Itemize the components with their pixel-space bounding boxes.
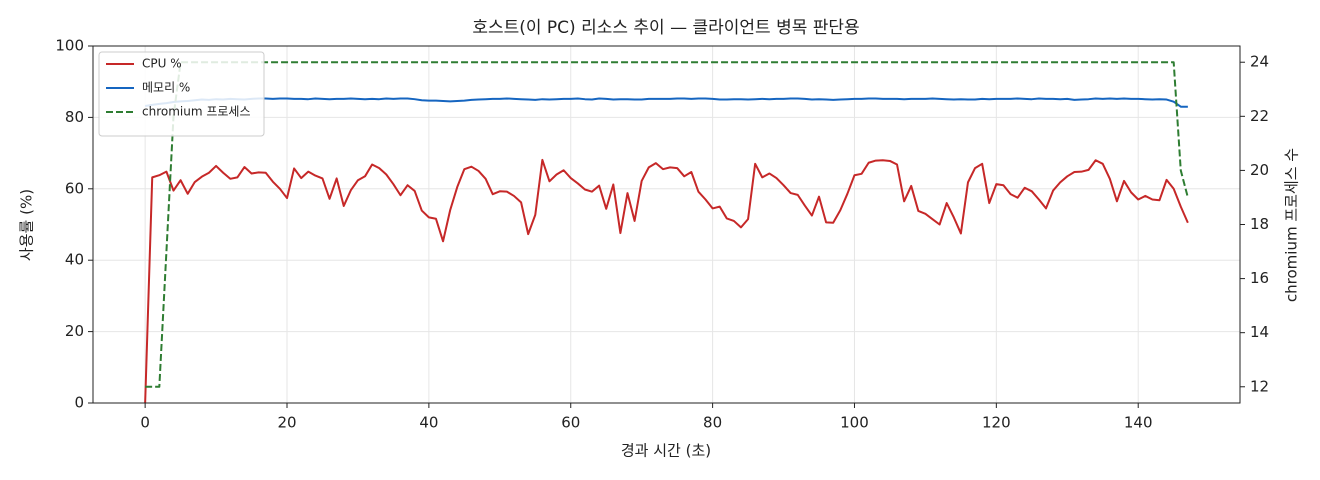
- y2-tick-label: 12: [1250, 377, 1269, 395]
- series-line: [144, 97, 1188, 108]
- y2-tick-label: 16: [1250, 269, 1269, 287]
- y2-tick-label: 20: [1250, 161, 1269, 179]
- y-tick-label: 0: [74, 394, 84, 412]
- x-axis-label: 경과 시간 (초): [621, 442, 711, 460]
- chart-title: 호스트(이 PC) 리소스 추이 — 클라이언트 병목 판단용: [472, 18, 859, 38]
- y2-tick-label: 18: [1250, 215, 1269, 233]
- x-tick-label: 120: [982, 414, 1011, 432]
- legend-label: chromium 프로세스: [142, 105, 251, 119]
- plot-frame: [92, 45, 1241, 404]
- legend-label: 메모리 %: [142, 81, 190, 95]
- series-line: [145, 61, 1189, 388]
- y-tick-label: 80: [65, 108, 84, 126]
- y-tick-label: 100: [55, 37, 84, 55]
- y-axis-label: 사용률 (%): [18, 189, 36, 261]
- x-tick-label: 0: [140, 414, 150, 432]
- x-tick-label: 80: [703, 414, 722, 432]
- x-tick-label: 60: [561, 414, 580, 432]
- legend-box: [98, 51, 265, 137]
- y-tick-label: 20: [65, 322, 84, 340]
- x-tick-label: 40: [419, 414, 438, 432]
- y2-axis-label: chromium 프로세스 수: [1283, 148, 1301, 302]
- y-tick-label: 60: [65, 179, 84, 197]
- x-tick-label: 100: [840, 414, 869, 432]
- legend: CPU % 메모리 % chromium 프로세스: [98, 51, 265, 137]
- x-tick-label: 140: [1124, 414, 1153, 432]
- legend-label: CPU %: [142, 57, 182, 71]
- y2-tick-label: 22: [1250, 107, 1269, 125]
- series-line: [144, 158, 1189, 404]
- x-tick-label: 20: [277, 414, 296, 432]
- y-tick-label: 40: [65, 251, 84, 269]
- y2-tick-label: 24: [1250, 53, 1269, 71]
- y2-tick-label: 14: [1250, 323, 1269, 341]
